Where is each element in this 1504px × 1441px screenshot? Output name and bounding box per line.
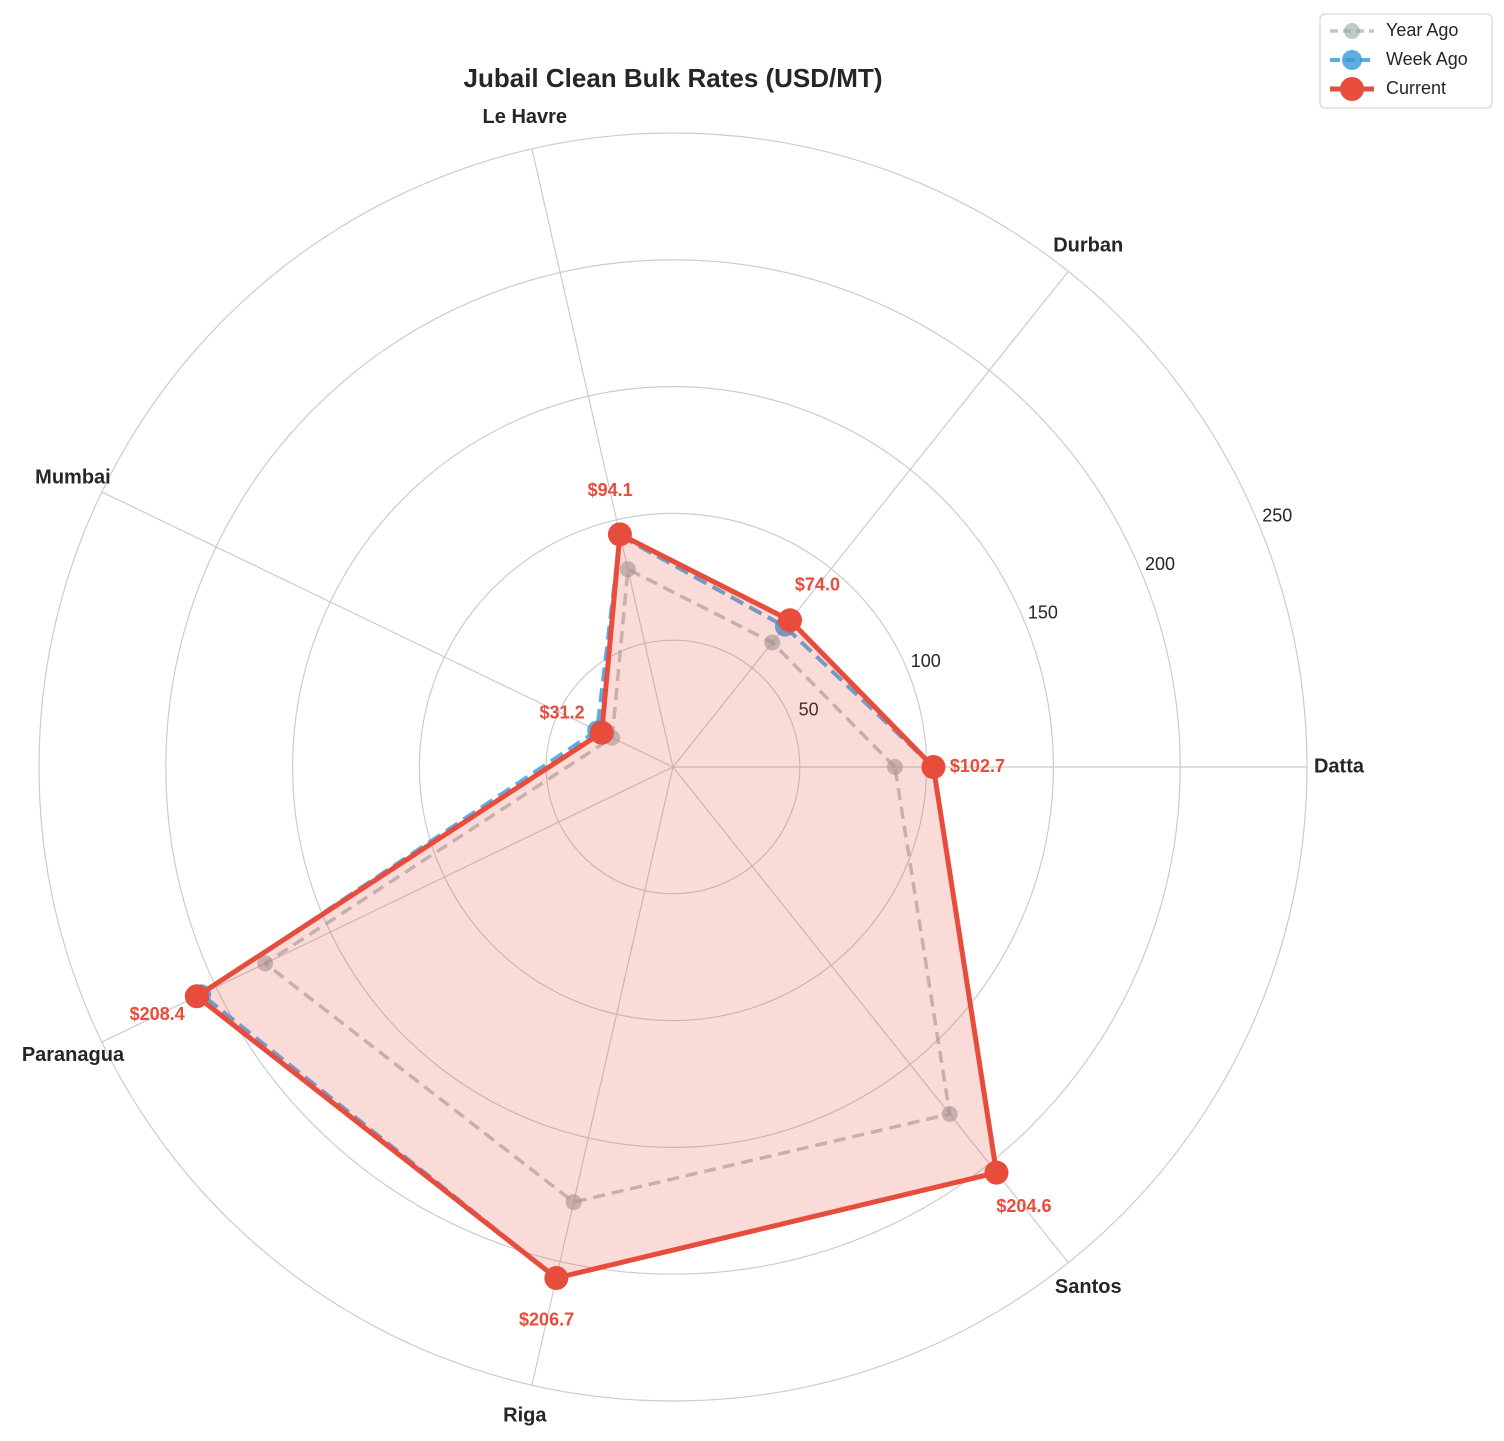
plot: $102.7 $74.0 $94.1 $31.2 $208.4 $206.7 $204.6: [130, 480, 1052, 1329]
marker: [544, 1266, 569, 1291]
chart-title: Jubail Clean Bulk Rates (USD/MT): [464, 63, 883, 93]
value-label: $206.7: [519, 1310, 574, 1330]
value-label: $31.2: [540, 702, 585, 722]
category-label: Mumbai: [35, 466, 111, 488]
r-tick-label: 100: [911, 651, 941, 671]
marker: [921, 755, 946, 779]
marker: [589, 720, 614, 745]
spoke: [672, 270, 1069, 768]
legend-label: Year Ago: [1386, 20, 1458, 40]
legend-marker: [1344, 23, 1360, 39]
r-tick-label: 250: [1262, 505, 1292, 525]
marker: [778, 608, 803, 633]
category-label: Le Havre: [483, 106, 568, 128]
r-tick-label: 150: [1028, 603, 1058, 623]
legend-marker: [1342, 50, 1362, 70]
marker: [257, 955, 274, 972]
legend-label: Current: [1386, 78, 1446, 98]
series-line: [263, 567, 952, 1204]
grid: 50 100 150 200 250 Datta Durban Le Havre Mumbai P…: [22, 106, 1365, 1427]
r-tick-label: 50: [799, 700, 819, 720]
marker: [565, 1194, 582, 1211]
value-label: $94.1: [588, 480, 633, 500]
legend-marker: [1340, 77, 1364, 101]
value-label: $102.7: [950, 756, 1005, 776]
category-label: Santos: [1055, 1276, 1122, 1298]
value-label: $208.4: [130, 1004, 185, 1024]
category-label: Paranagua: [22, 1044, 125, 1066]
marker: [184, 984, 209, 1009]
spoke: [101, 491, 674, 768]
series-line: [194, 531, 999, 1281]
marker: [764, 634, 781, 651]
legend: Year Ago Week Ago Current: [1319, 13, 1493, 109]
category-label: Riga: [503, 1405, 547, 1427]
value-label: $74.0: [795, 575, 840, 595]
value-label: $204.6: [996, 1196, 1051, 1216]
r-tick-label: 200: [1145, 554, 1175, 574]
series-area: [196, 534, 997, 1278]
marker: [984, 1160, 1009, 1185]
marker: [886, 759, 903, 775]
legend-label: Week Ago: [1386, 49, 1468, 69]
marker: [607, 522, 632, 547]
marker: [941, 1105, 958, 1122]
marker: [619, 561, 636, 578]
category-label: Datta: [1314, 755, 1365, 777]
category-label: Durban: [1053, 235, 1123, 257]
spoke: [531, 148, 674, 768]
